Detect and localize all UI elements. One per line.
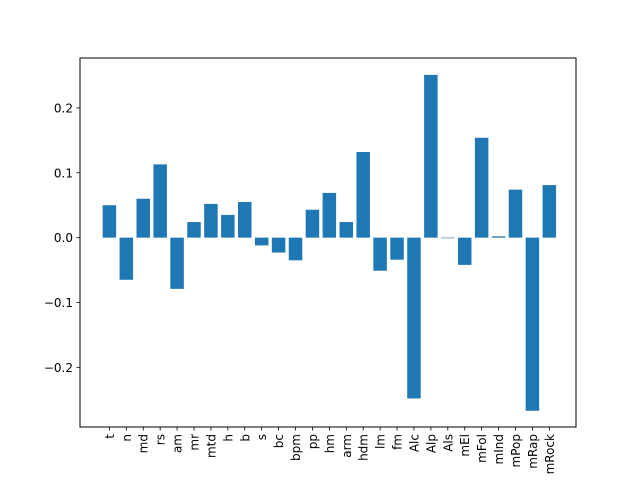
x-tick-label: bpm [289,434,303,461]
bar-Als [441,237,455,239]
x-tick-label: n [120,434,134,442]
bar-mEl [457,237,472,265]
bar-rs [153,164,167,238]
bar-lm [373,237,387,271]
x-tick-label: arm [340,434,354,458]
bar-mRock [542,185,557,238]
bar-bc [271,237,286,253]
x-tick-label: s [255,434,269,440]
x-tick-label: mr [188,434,202,451]
y-tick-label: 0.2 [54,101,73,115]
x-tick-label: t [103,434,117,439]
bar-t [102,205,117,238]
y-tick-label: −0.1 [44,296,73,310]
x-tick-label: mtd [204,434,218,458]
bar-arm [339,222,354,238]
y-tick-label: 0.1 [54,166,73,180]
x-axis: t n md rs am mr mtd h b s bc bpm pp hm arm hdm lm fm Alc Al… [103,427,557,474]
bar-mtd [204,203,218,238]
x-tick-label: am [171,434,185,453]
bar-Alp [424,74,438,238]
x-tick-label: Alp [424,434,438,453]
x-tick-label: mFol [475,434,489,463]
x-tick-label: b [238,434,252,442]
x-tick-label: lm [374,434,388,449]
bar-s [254,237,269,246]
x-tick-label: md [137,434,151,453]
y-tick-label: −0.2 [44,361,73,375]
x-tick-label: fm [391,434,405,450]
y-axis: −0.2 −0.1 0.0 0.1 0.2 [44,101,80,375]
x-tick-label: mPop [509,434,523,467]
x-tick-label: hdm [357,434,371,461]
x-tick-label: mRock [543,434,557,474]
bar-b [238,201,252,238]
x-tick-label: bc [272,434,286,448]
bar-mRap [525,237,540,411]
y-tick-label: 0.0 [54,231,73,245]
bar-mr [187,222,201,238]
x-tick-label: pp [306,434,320,449]
bar-am [170,237,184,289]
x-tick-label: hm [323,434,337,453]
bar-h [221,214,235,238]
x-tick-label: mRap [526,434,540,469]
x-tick-label: rs [154,434,168,445]
bar-fm [390,237,404,260]
bar-hm [322,192,337,238]
x-tick-label: h [221,434,235,442]
bar-pp [305,209,320,238]
bar-mFol [474,137,489,238]
bar-Alc [407,237,421,399]
bar-md [136,198,150,238]
bar-hdm [356,152,370,238]
x-tick-label: Alc [407,434,421,452]
bars-layer [102,74,557,411]
x-tick-label: mEl [458,434,472,457]
plot-frame [79,57,577,428]
x-tick-label: mInd [492,434,506,464]
bar-mPop [508,189,523,238]
bar-n [119,237,134,280]
bar-mInd [491,236,506,238]
bar-bpm [288,237,303,261]
x-tick-label: Als [441,434,455,452]
